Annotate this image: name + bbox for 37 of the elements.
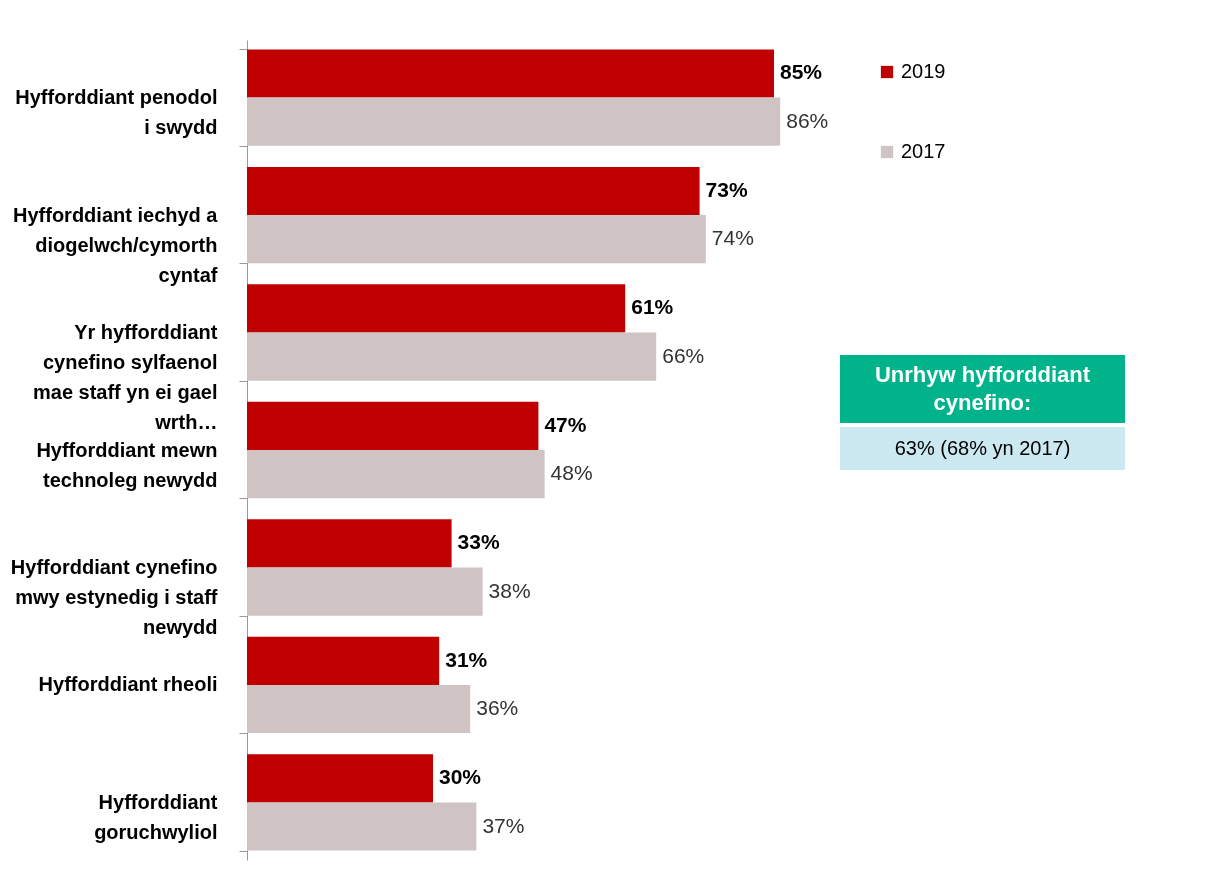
- data-label: 73%: [705, 177, 748, 201]
- bar: [247, 401, 539, 450]
- bar: [247, 567, 483, 616]
- data-label: 38%: [488, 578, 531, 602]
- data-label: 61%: [631, 295, 674, 319]
- data-label: 31%: [445, 647, 488, 671]
- y-tick-label: Hyfforddiant iechyd a diogelwch/cymorth cyntaf: [13, 203, 219, 286]
- bar: [247, 284, 626, 333]
- bar: [247, 215, 706, 264]
- bar: [247, 49, 774, 98]
- legend-label: 2017: [901, 140, 946, 162]
- bar: [247, 519, 452, 568]
- data-label: 86%: [786, 108, 829, 132]
- y-tick-label: Hyfforddiant mewn technoleg newydd: [36, 438, 218, 491]
- bar: [247, 97, 781, 146]
- bar: [247, 754, 433, 803]
- y-tick-label: Hyfforddiant rheoli: [38, 673, 218, 696]
- y-tick-label: Hyfforddiant cynefino mwy estynedig i staff newydd: [10, 555, 218, 638]
- bar: [247, 636, 440, 685]
- y-tick-label: Hyfforddiant penodol i swydd: [15, 86, 218, 139]
- bar: [247, 684, 471, 734]
- bar: [247, 166, 700, 216]
- data-label: 48%: [550, 461, 593, 485]
- data-label: 66%: [662, 343, 705, 367]
- bar: [247, 802, 477, 851]
- data-label: 74%: [711, 226, 754, 250]
- legend-label: 2019: [901, 60, 946, 82]
- y-tick-label: Hyfforddiant goruchwyliol: [94, 790, 218, 843]
- data-label: 30%: [439, 765, 482, 789]
- data-label: 85%: [780, 60, 823, 84]
- y-tick-label: Yr hyfforddiant cynefino sylfaenol mae staff yn ei gael wrth…: [32, 321, 218, 434]
- data-label: 36%: [476, 696, 519, 720]
- bar: [247, 450, 545, 499]
- data-label: 37%: [482, 813, 525, 837]
- bar: [247, 332, 657, 381]
- data-label: 33%: [457, 530, 500, 554]
- data-label: 47%: [544, 412, 587, 436]
